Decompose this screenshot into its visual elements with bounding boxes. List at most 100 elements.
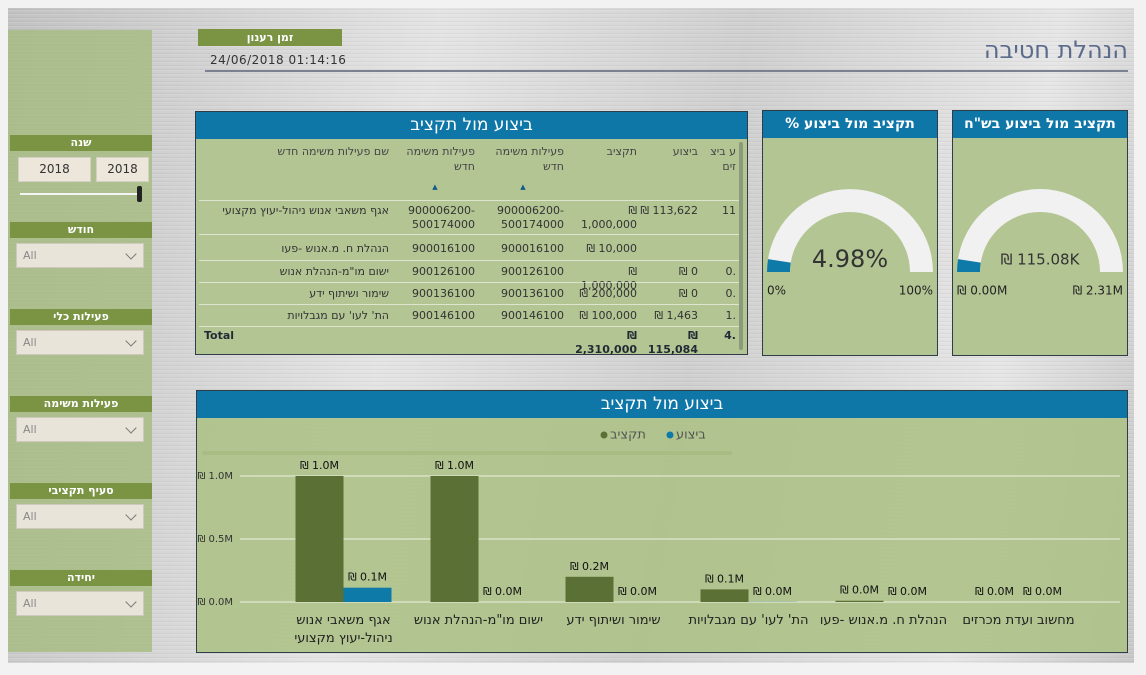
- data-label: ₪ 1.0M: [435, 459, 474, 472]
- chart-title: ביצוע מול תקציב: [197, 391, 1127, 418]
- table-cell: ₪ 0: [678, 265, 698, 278]
- table-panel: ביצוע מול תקציב שם פעילות משימה חדש פעילו…: [195, 111, 748, 455]
- table-cell: 900016100: [501, 242, 564, 255]
- column-header: ביצוע: [672, 145, 698, 158]
- v-scrollbar: [739, 142, 743, 350]
- row-line: [199, 326, 739, 327]
- data-label: ₪ 0.0M: [753, 585, 792, 598]
- table-cell: אגף משאבי אנוש ניהול-יעוץ מקצועי: [222, 204, 389, 217]
- column-header: ע ביצ זים: [710, 145, 736, 173]
- column-header: תקציב: [606, 145, 637, 158]
- table-cell: 900006200-500174000: [408, 204, 475, 231]
- table-cell: הנהלת ח. מ.אנוש -פעו: [281, 242, 389, 255]
- legend-label: ביצוע: [676, 428, 706, 443]
- legend-marker: [666, 431, 674, 439]
- total-cell: ₪ 115,084: [647, 329, 698, 356]
- gauge-max: 100%: [899, 284, 933, 298]
- data-label: ₪ 0.0M: [1023, 585, 1062, 598]
- y-tick-label: ₪ 1.0M: [197, 471, 233, 482]
- column-header: פעילות משימה חדש: [395, 144, 475, 195]
- chart-panel: ביצוע מול תקציב: [196, 390, 1128, 653]
- data-label: ₪ 0.0M: [975, 585, 1014, 598]
- slider-knob: [137, 186, 142, 202]
- gauge-min: ₪ 0.00M: [957, 284, 1007, 298]
- table-cell: ₪ 0: [678, 287, 698, 300]
- table-cell: ישום מו"מ-הנהלת אנוש: [279, 265, 389, 278]
- gauge-value: 4.98%: [812, 245, 888, 273]
- row-line: [199, 304, 739, 305]
- header-line: [205, 70, 1128, 72]
- data-label: ₪ 0.0M: [888, 585, 927, 598]
- year-to: 2018: [96, 157, 149, 182]
- column-header: פעילות משימה חדש: [482, 144, 564, 195]
- table-cell: 0.: [725, 287, 737, 300]
- filter-label: פעילות כלי: [10, 309, 152, 325]
- slider: [20, 193, 138, 195]
- gauge-title: תקציב מול ביצוע בש"ח: [953, 111, 1127, 138]
- x-tick-label: הת' לעו' עם מגבלויות: [688, 613, 809, 628]
- bar: [343, 587, 392, 602]
- bar: [700, 589, 749, 602]
- table-cell: 900136100: [501, 287, 564, 300]
- x-tick-label: הנהלת ח. מ.אנוש -פעו: [819, 613, 948, 628]
- table-cell: 900016100: [412, 242, 475, 255]
- page-title: הנהלת חטיבה: [983, 36, 1128, 64]
- legend-label: תקציב: [610, 428, 646, 443]
- data-label: ₪ 0.1M: [705, 572, 744, 585]
- total-cell: 4.: [724, 329, 736, 342]
- refresh-time: 24/06/2018 01:14:16: [210, 53, 347, 67]
- table-cell: ₪ 10,000: [586, 242, 637, 255]
- x-tick-label: ישום מו"מ-הנהלת אנוש: [413, 613, 544, 628]
- data-label: ₪ 0.0M: [840, 584, 879, 597]
- data-label: ₪ 0.0M: [483, 585, 522, 598]
- row-line: [199, 260, 739, 261]
- dropdown[interactable]: All: [16, 243, 144, 268]
- filter-label: פעילות משימה: [10, 396, 152, 412]
- table-cell: 900126100: [501, 265, 564, 278]
- dropdown[interactable]: All: [16, 417, 144, 442]
- x-tick-label: שימור ושיתוף ידע: [566, 613, 661, 628]
- x-tick-label: מחשוב ועדת מכרזים: [962, 613, 1075, 628]
- table-cell: ₪ 100,000: [579, 309, 637, 322]
- gauge-value-arc: [767, 259, 791, 272]
- y-tick-label: ₪ 0.5M: [197, 534, 233, 545]
- row-line: [199, 282, 739, 283]
- y-tick-label: ₪ 0.0M: [197, 597, 233, 608]
- year-from: 2018: [18, 157, 91, 182]
- dropdown[interactable]: All: [16, 330, 144, 355]
- table-cell: ₪ 113,622: [640, 204, 698, 217]
- total-cell: ₪ 2,310,000: [575, 329, 637, 356]
- table-cell: 900136100: [412, 287, 475, 300]
- table-title: ביצוע מול תקציב: [196, 112, 747, 139]
- table-cell: שימור ושיתוף ידע: [309, 287, 389, 300]
- gauge-title: תקציב מול ביצוע %: [763, 111, 937, 138]
- table-cell: ₪ 1,463: [654, 309, 698, 322]
- gauge-value: ₪ 115.08K: [1001, 251, 1081, 269]
- data-label: ₪ 0.1M: [348, 571, 387, 584]
- filter-label: יחידה: [10, 570, 152, 586]
- total-cell: Total: [204, 329, 235, 342]
- dropdown[interactable]: All: [16, 504, 144, 529]
- data-label: ₪ 0.0M: [618, 585, 657, 598]
- row-line: [199, 234, 739, 235]
- table-cell: 1.: [725, 309, 737, 322]
- table-cell: הת' לעו' עם מגבלויות: [287, 309, 389, 322]
- filter-label: שנה: [10, 135, 152, 151]
- x-tick-label: אגף משאבי אנוש ניהול-יעוץ מקצועי: [294, 613, 393, 646]
- dropdown[interactable]: All: [16, 591, 144, 616]
- table-cell: 11: [722, 204, 736, 217]
- gauge-max: ₪ 2.31M: [1073, 284, 1123, 298]
- data-label: ₪ 0.2M: [570, 560, 609, 573]
- table-cell: ₪ 1,000,000: [581, 204, 637, 231]
- gauge-track: [957, 189, 1123, 272]
- table-cell: ₪ 200,000: [579, 287, 637, 300]
- gauge-track: [767, 189, 933, 272]
- bar: [295, 476, 344, 602]
- data-label: ₪ 1.0M: [300, 459, 339, 472]
- table-cell: 900146100: [412, 309, 475, 322]
- table-cell: 900146100: [501, 309, 564, 322]
- gauge-value-arc: [957, 259, 981, 272]
- bar: [835, 600, 884, 602]
